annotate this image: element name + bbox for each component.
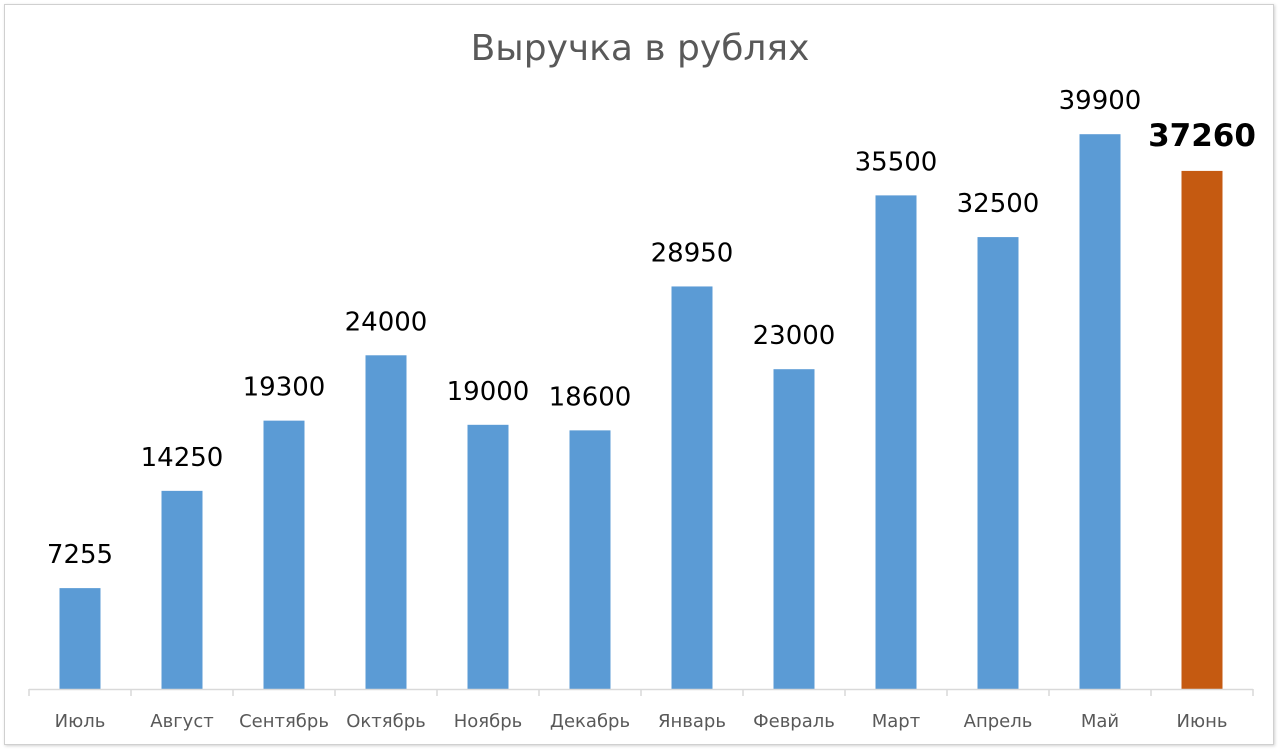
chart-title: Выручка в рублях	[470, 28, 810, 69]
data-label-11: 37260	[1148, 118, 1256, 154]
value-labels-group: 7255 14250 19300 24000 19000 18600 28950 23000 3…	[47, 86, 1256, 570]
category-label-7: Февраль	[753, 711, 835, 732]
data-label-3: 24000	[345, 307, 428, 337]
category-label-2: Сентябрь	[239, 711, 329, 732]
category-label-10: Май	[1081, 711, 1119, 732]
data-label-7: 23000	[753, 321, 836, 351]
data-label-6: 28950	[651, 238, 734, 268]
data-label-5: 18600	[549, 382, 632, 412]
data-label-2: 19300	[243, 373, 326, 403]
bar-6	[671, 286, 713, 689]
category-label-9: Апрель	[964, 711, 1033, 732]
bars-group	[59, 134, 1223, 689]
bar-4	[467, 424, 509, 689]
bar-7	[773, 369, 815, 689]
category-label-3: Октябрь	[346, 711, 426, 732]
category-label-11: Июнь	[1177, 711, 1228, 732]
bar-3	[365, 355, 407, 689]
data-label-4: 19000	[447, 377, 530, 407]
category-label-1: Август	[150, 711, 213, 732]
category-labels-group: Июль Август Сентябрь Октябрь Ноябрь Декабрь Ян…	[55, 711, 1228, 732]
data-label-0: 7255	[47, 540, 113, 570]
data-label-10: 39900	[1059, 86, 1142, 116]
bar-8	[875, 195, 917, 689]
bar-10	[1079, 134, 1121, 689]
data-label-8: 35500	[855, 147, 938, 177]
bar-1	[161, 490, 203, 689]
category-label-4: Ноябрь	[454, 711, 523, 732]
data-label-1: 14250	[141, 443, 224, 473]
bar-2	[263, 420, 305, 689]
data-label-9: 32500	[957, 189, 1040, 219]
bar-0	[59, 588, 101, 689]
bar-9	[977, 237, 1019, 689]
x-axis-ticks	[28, 689, 1254, 696]
category-label-0: Июль	[55, 711, 106, 732]
chart-frame	[4, 4, 1274, 745]
category-label-5: Декабрь	[550, 711, 630, 732]
bar-11	[1181, 170, 1223, 689]
bar-5	[569, 430, 611, 689]
category-label-6: Январь	[658, 711, 726, 732]
category-label-8: Март	[872, 711, 920, 732]
